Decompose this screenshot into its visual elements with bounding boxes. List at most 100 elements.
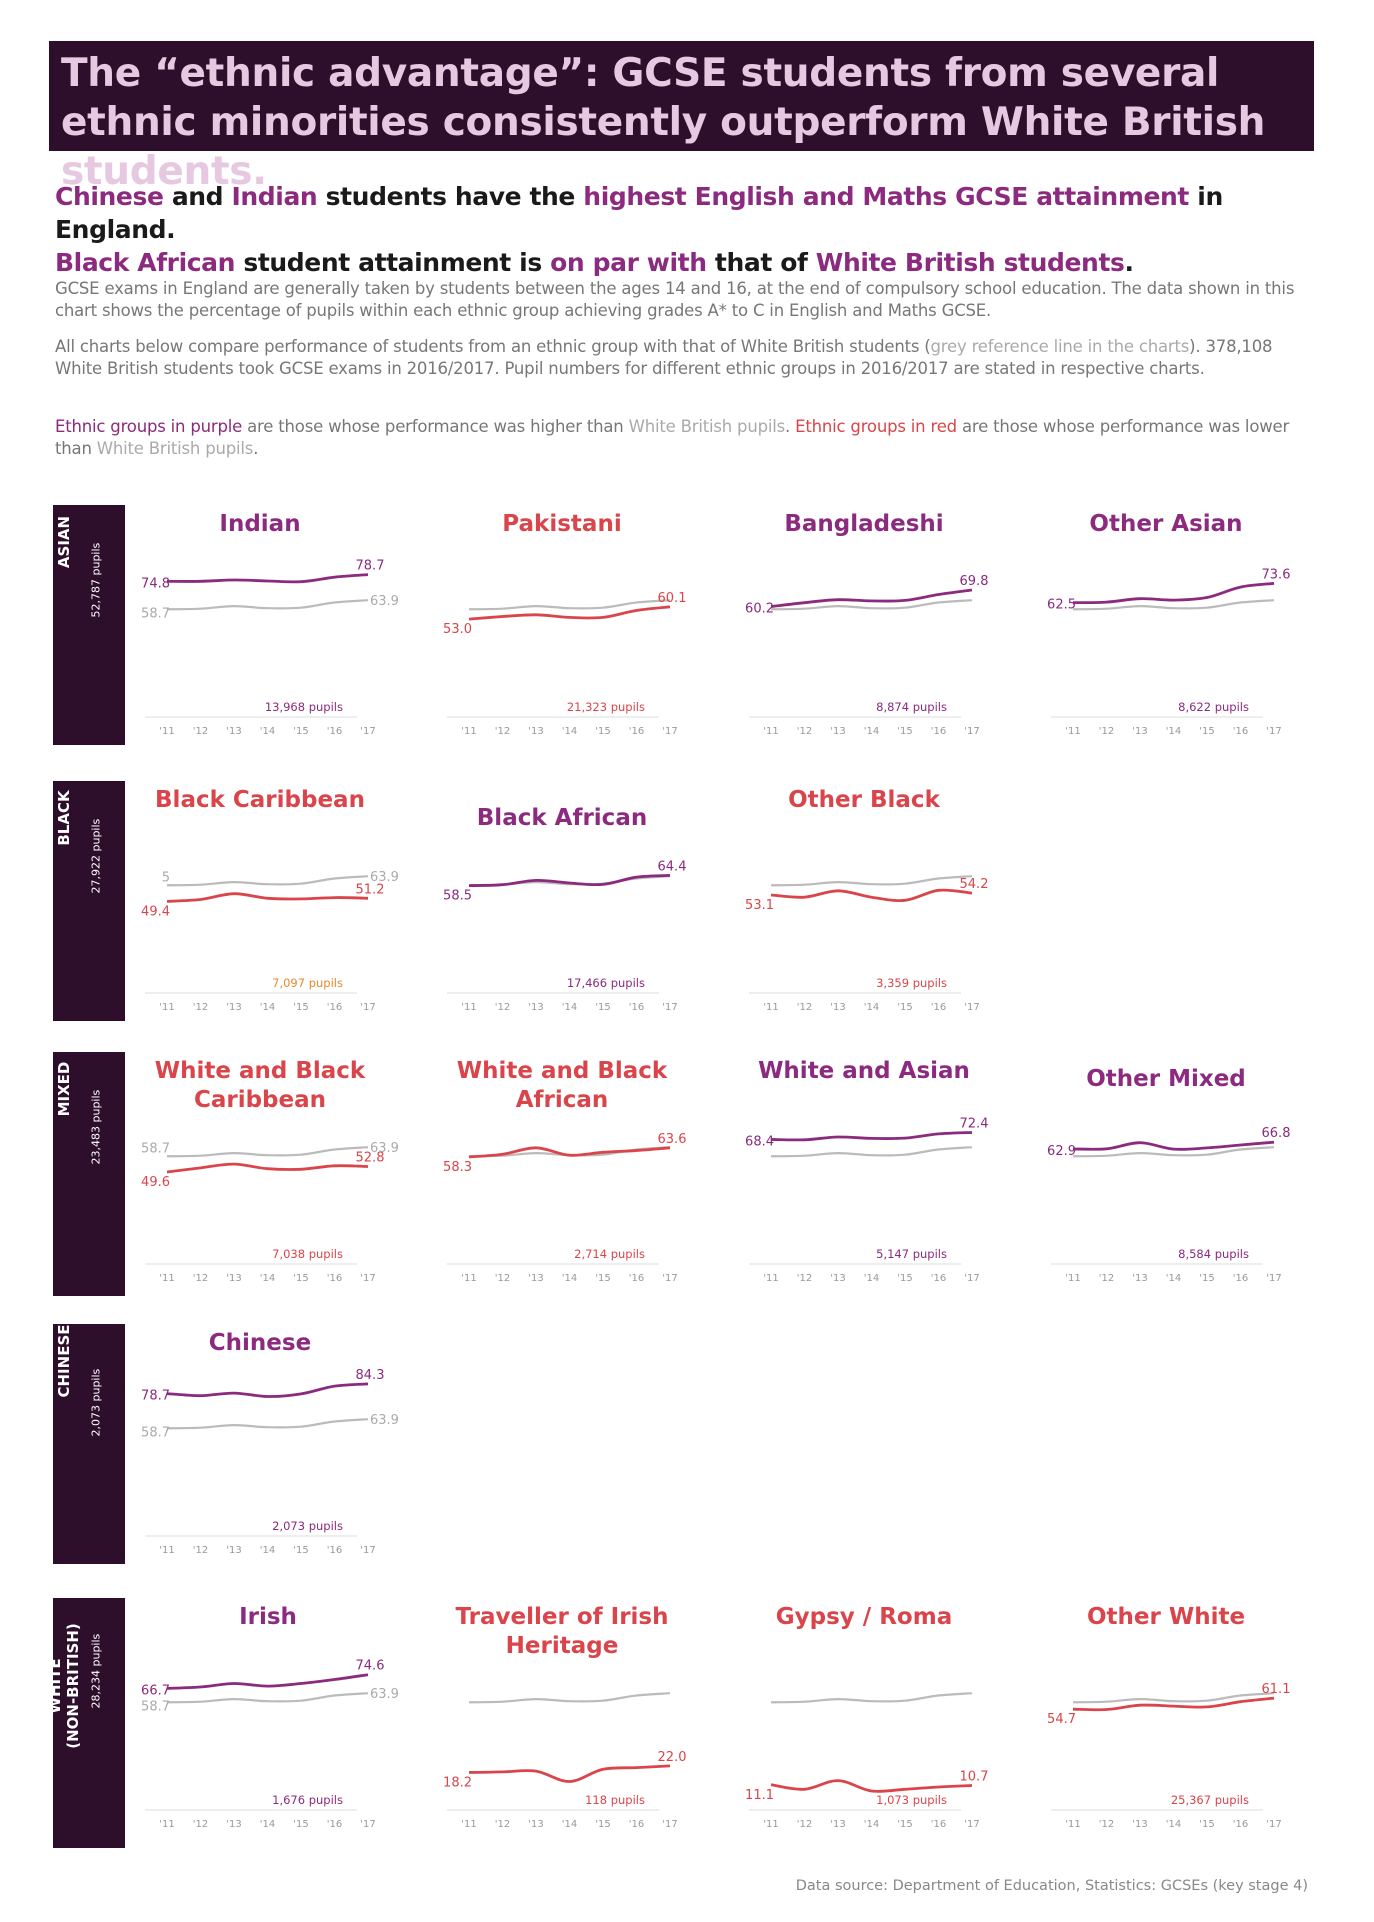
text-run: All charts below compare performance of … xyxy=(55,337,931,356)
x-tick-label: '13 xyxy=(830,1819,845,1830)
end-value-label: 22.0 xyxy=(658,1750,687,1765)
end-value-label: 10.7 xyxy=(960,1769,989,1784)
start-value-label: 62.5 xyxy=(1047,598,1076,613)
x-tick-label: '13 xyxy=(1132,726,1147,737)
line-chart: '11 '12 '13 '14 '15 '16 '17 62.5 73.6 8,622 pupil… xyxy=(1047,567,1290,737)
text-run: . xyxy=(785,417,796,436)
reference-end-label: 63.9 xyxy=(370,1141,399,1156)
x-tick-label: '16 xyxy=(327,726,342,737)
chart-title: Irish xyxy=(239,1604,297,1630)
text-run: Indian xyxy=(231,182,318,211)
text-run: Black African xyxy=(55,248,236,277)
start-value-label: 66.7 xyxy=(141,1683,170,1698)
start-value-label: 53.1 xyxy=(745,898,774,913)
text-run: on par with xyxy=(550,248,707,277)
x-tick-label: '12 xyxy=(193,1545,208,1556)
x-tick-label: '14 xyxy=(562,1002,577,1013)
group-box: ASIAN 52,787 pupils xyxy=(53,505,125,745)
pupil-count-label: 21,323 pupils xyxy=(567,700,645,714)
line-chart: '11 '12 '13 '14 '15 '16 '17 58.5 64.4 17,466 pupi… xyxy=(443,859,686,1013)
x-tick-label: '11 xyxy=(461,1002,476,1013)
x-tick-label: '13 xyxy=(226,1545,241,1556)
x-tick-label: '14 xyxy=(260,726,275,737)
chart-title: Black Caribbean xyxy=(155,787,365,813)
end-value-label: 69.8 xyxy=(960,574,989,589)
x-tick-label: '14 xyxy=(562,1819,577,1830)
x-tick-label: '17 xyxy=(964,1273,979,1284)
x-tick-label: '13 xyxy=(830,726,845,737)
x-tick-label: '14 xyxy=(562,1273,577,1284)
text-run: student attainment is xyxy=(235,248,551,277)
reference-start-label: 5 xyxy=(162,870,170,885)
text-run: White British pupils xyxy=(628,417,786,436)
line-chart: '11 '12 '13 '14 '15 '16 '17 54.7 61.1 25,367 pupi… xyxy=(1047,1682,1290,1830)
x-tick-label: '15 xyxy=(1199,726,1214,737)
text-run: students have the xyxy=(317,182,584,211)
x-tick-label: '17 xyxy=(964,1002,979,1013)
x-tick-label: '12 xyxy=(193,1002,208,1013)
x-tick-label: '11 xyxy=(461,726,476,737)
series-line xyxy=(770,588,973,609)
x-tick-label: '13 xyxy=(528,726,543,737)
subtitle-line-2: Black African student attainment is on p… xyxy=(55,246,1335,279)
pupil-count-label: 118 pupils xyxy=(585,1793,645,1807)
group-label: MIXED xyxy=(55,1061,73,1117)
text-run: Chinese xyxy=(55,182,164,211)
series-line xyxy=(770,1779,973,1793)
pupil-count-label: 2,073 pupils xyxy=(272,1519,343,1533)
legend-paragraph: Ethnic groups in purple are those whose … xyxy=(55,416,1317,460)
group-label: CHINESE xyxy=(55,1324,73,1398)
x-tick-label: '16 xyxy=(629,1819,644,1830)
x-tick-label: '13 xyxy=(226,1819,241,1830)
chart-title: Other Asian xyxy=(1089,511,1243,537)
x-tick-label: '17 xyxy=(360,1819,375,1830)
x-tick-label: '12 xyxy=(797,1819,812,1830)
pupil-count-label: 8,584 pupils xyxy=(1178,1247,1249,1261)
end-value-label: 74.6 xyxy=(356,1659,385,1674)
reference-paragraph: All charts below compare performance of … xyxy=(55,336,1317,380)
pupil-count-label: 13,968 pupils xyxy=(265,700,343,714)
x-tick-label: '15 xyxy=(293,1819,308,1830)
x-tick-label: '17 xyxy=(1266,726,1281,737)
x-tick-label: '16 xyxy=(327,1002,342,1013)
start-value-label: 53.0 xyxy=(443,622,472,637)
x-tick-label: '12 xyxy=(1099,1819,1114,1830)
x-tick-label: '14 xyxy=(864,1273,879,1284)
chart-title: Black African xyxy=(476,805,648,831)
x-tick-label: '12 xyxy=(193,726,208,737)
reference-line-white-british xyxy=(166,1418,369,1430)
x-tick-label: '16 xyxy=(629,1002,644,1013)
chart-title: Bangladeshi xyxy=(784,511,944,537)
end-value-label: 63.6 xyxy=(658,1132,687,1147)
line-chart: '11 '12 '13 '14 '15 '16 '17 53.0 60.1 21,323 pupi… xyxy=(443,591,686,737)
x-tick-label: '13 xyxy=(830,1273,845,1284)
x-tick-label: '15 xyxy=(897,1002,912,1013)
x-tick-label: '11 xyxy=(461,1273,476,1284)
x-tick-label: '12 xyxy=(495,1819,510,1830)
x-tick-label: '13 xyxy=(528,1819,543,1830)
chart-title: Gypsy / Roma xyxy=(775,1604,953,1630)
x-tick-label: '13 xyxy=(226,1273,241,1284)
group-count: 52,787 pupils xyxy=(89,542,103,618)
x-tick-label: '14 xyxy=(1166,726,1181,737)
x-tick-label: '14 xyxy=(864,726,879,737)
x-tick-label: '13 xyxy=(1132,1273,1147,1284)
line-chart: '11 '12 '13 '14 '15 '16 '17 53.1 54.2 3,359 pupil… xyxy=(745,875,988,1013)
text-run: White British students xyxy=(815,248,1125,277)
x-tick-label: '15 xyxy=(293,1002,308,1013)
group-label: BLACK xyxy=(55,790,73,846)
x-tick-label: '12 xyxy=(193,1819,208,1830)
x-tick-label: '12 xyxy=(797,1273,812,1284)
chart-title: Indian xyxy=(219,511,301,537)
x-tick-label: '11 xyxy=(763,1819,778,1830)
x-tick-label: '12 xyxy=(495,1002,510,1013)
text-run: . xyxy=(1124,248,1134,277)
line-chart: '11 '12 '13 '14 '15 '16 '17 58.3 63.6 2,714 pupil… xyxy=(443,1132,687,1284)
group-count: 23,483 pupils xyxy=(89,1089,103,1165)
x-tick-label: '17 xyxy=(662,1819,677,1830)
page-title: The “ethnic advantage”: GCSE students fr… xyxy=(61,51,1266,194)
pupil-count-label: 2,714 pupils xyxy=(574,1247,645,1261)
series-line xyxy=(770,1131,973,1142)
x-tick-label: '15 xyxy=(897,1819,912,1830)
series-line xyxy=(166,892,369,903)
